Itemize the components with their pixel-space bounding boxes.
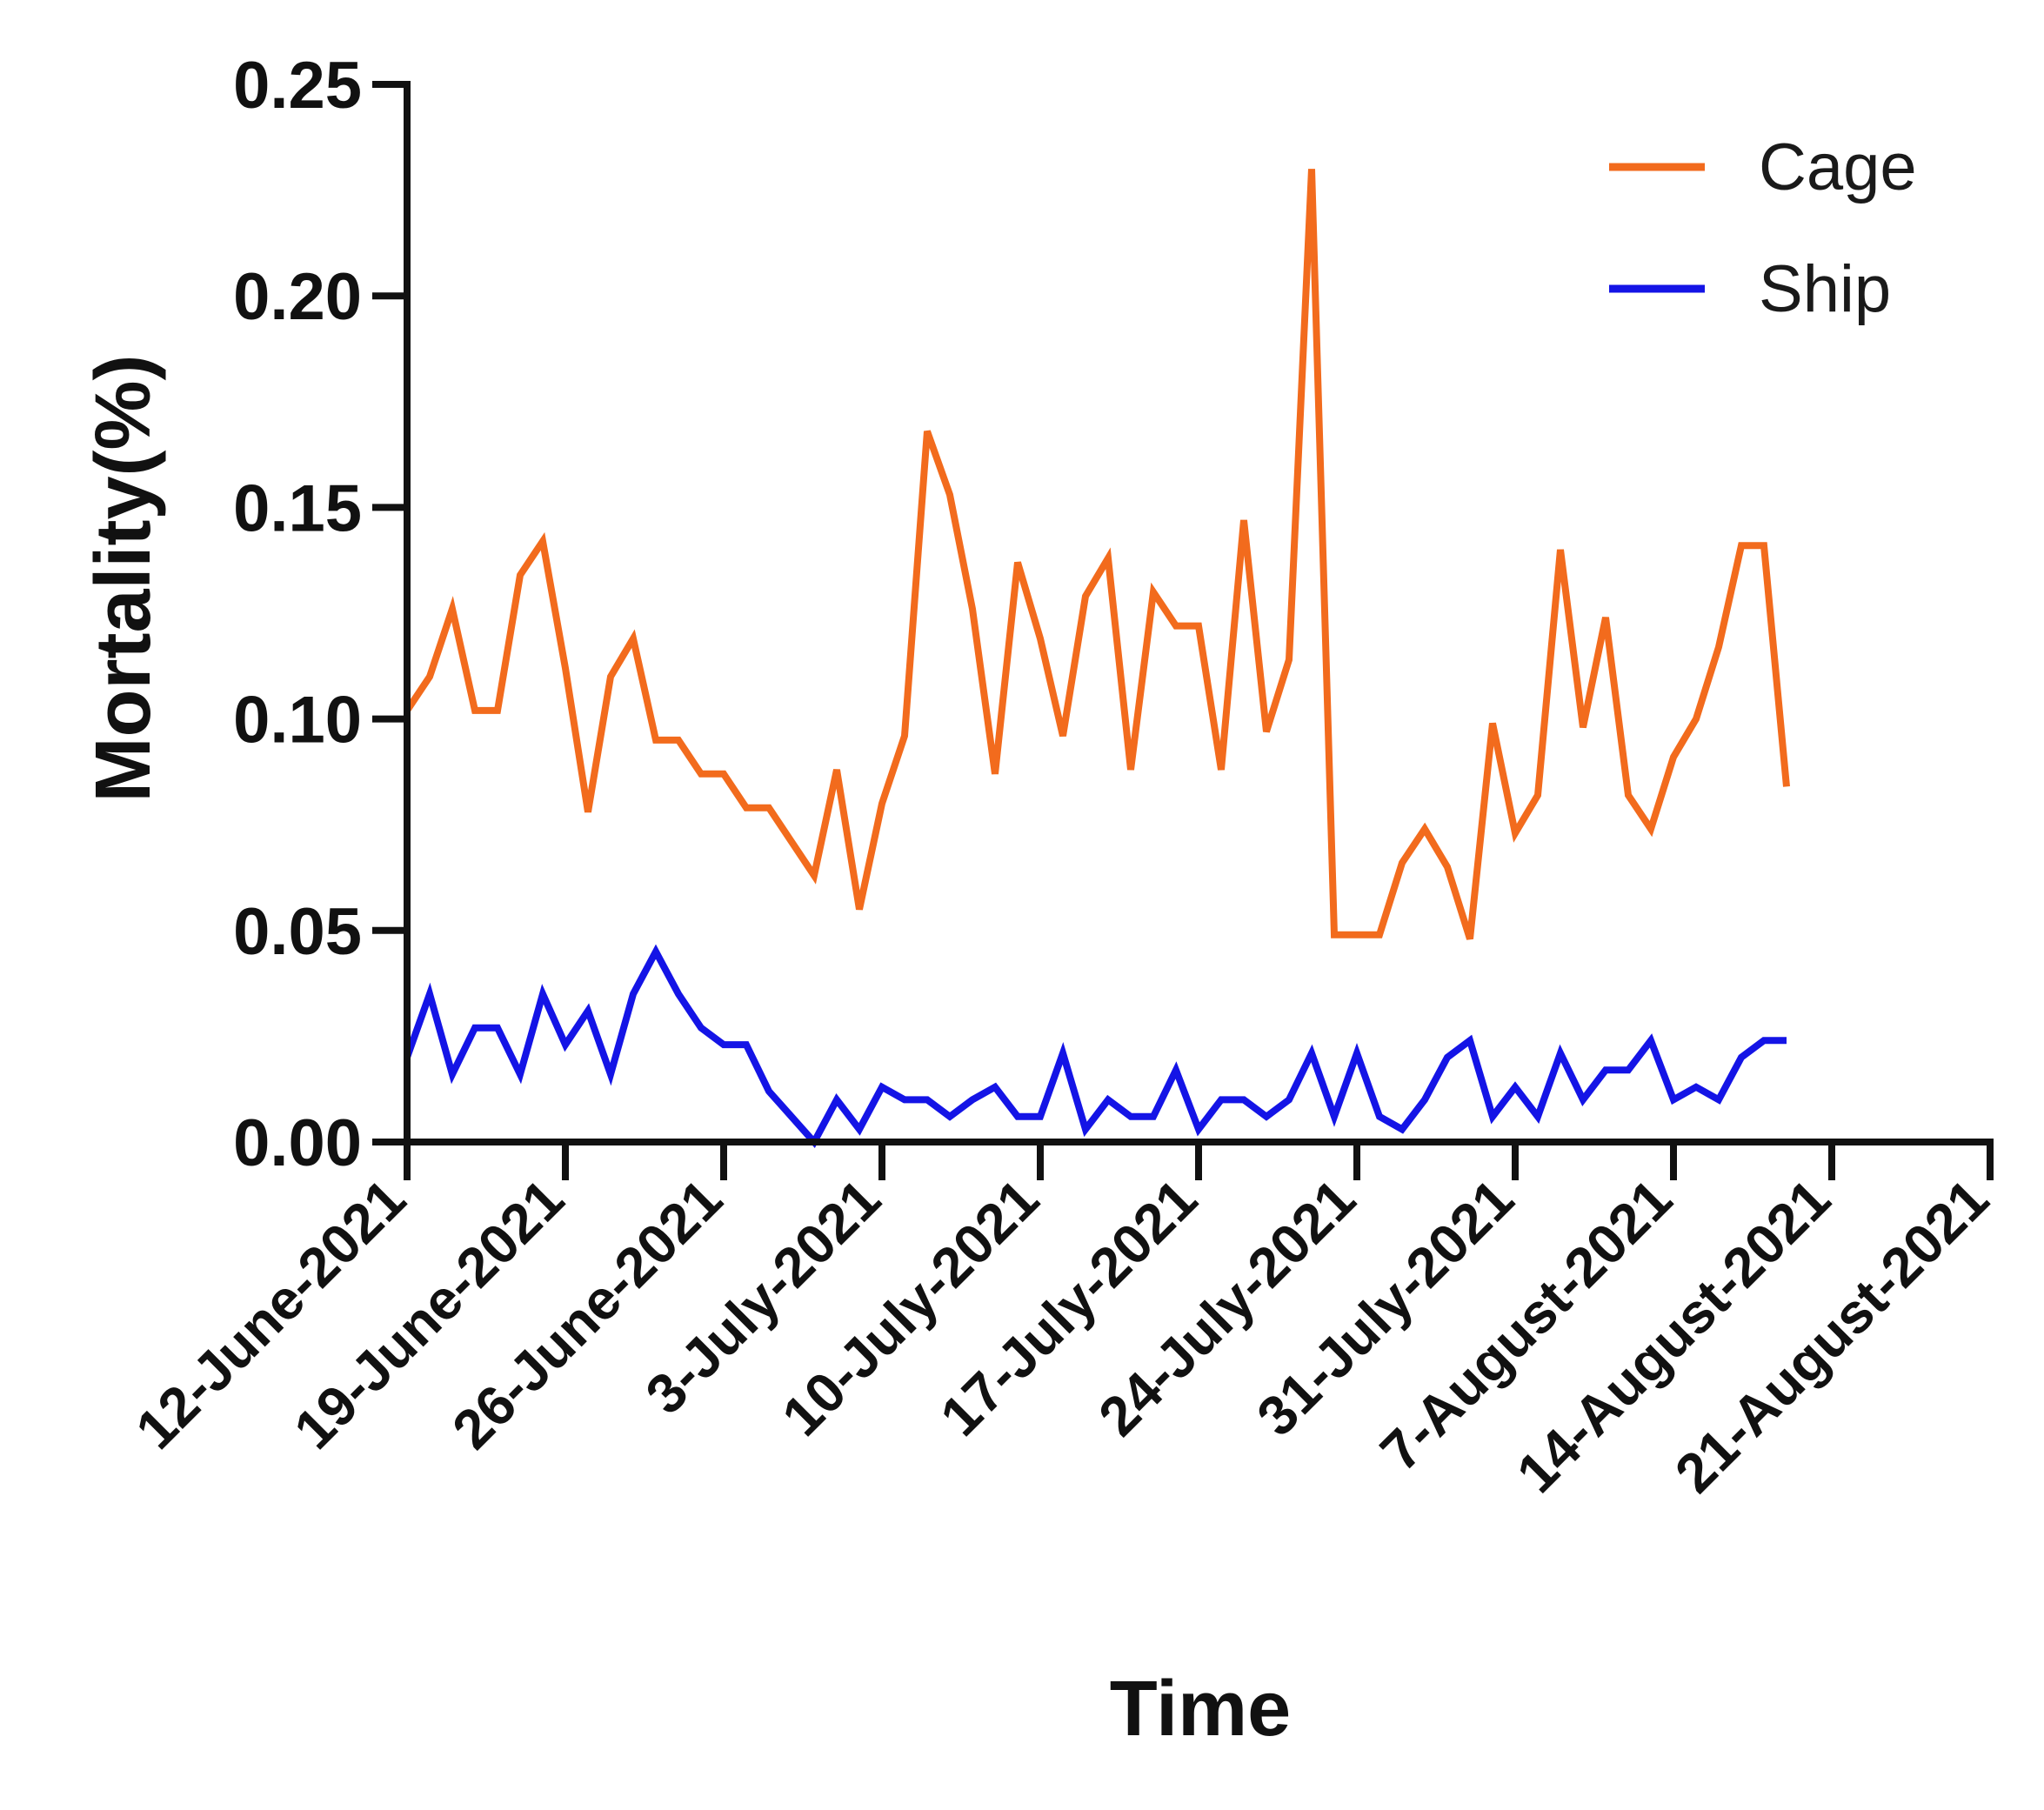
- legend: Cage Ship: [1609, 130, 1917, 326]
- y-tick-label: 0.00: [233, 1106, 362, 1180]
- x-tick-label: 19-June-2021: [282, 1167, 576, 1461]
- legend-label-cage: Cage: [1759, 130, 1917, 204]
- x-tick-label: 12-June-2021: [124, 1167, 417, 1461]
- y-tick-label: 0.15: [233, 471, 362, 545]
- y-axis-title: Mortality(%): [80, 355, 167, 803]
- y-tick-label: 0.05: [233, 895, 362, 969]
- legend-label-ship: Ship: [1759, 252, 1891, 326]
- series-line-ship: [404, 944, 1787, 1148]
- y-tick-label: 0.20: [233, 260, 362, 334]
- x-axis-title: Time: [1110, 1666, 1291, 1753]
- y-tick-label: 0.25: [233, 49, 362, 123]
- x-tick-label: 7-August-2021: [1368, 1167, 1684, 1483]
- y-tick-label: 0.10: [233, 684, 362, 758]
- x-tick-label: 26-June-2021: [440, 1167, 734, 1461]
- series-line-cage: [404, 169, 1790, 940]
